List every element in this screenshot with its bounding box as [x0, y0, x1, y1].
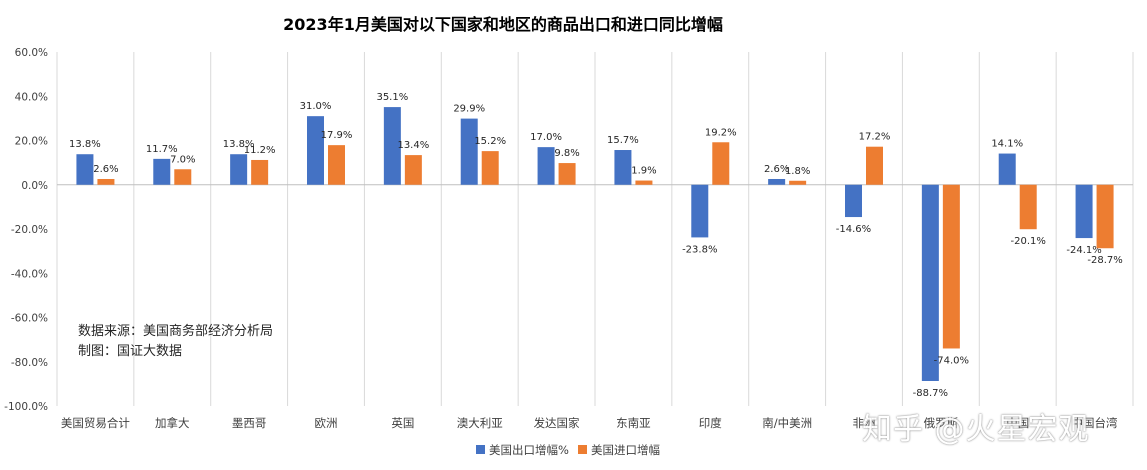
data-label: 13.8%	[69, 139, 101, 150]
import-bar	[942, 184, 960, 349]
x-category-label: 美国贸易合计	[61, 416, 130, 430]
export-bar	[153, 158, 171, 185]
legend-swatch	[476, 445, 485, 454]
export-bar	[230, 154, 248, 185]
y-tick-label: 60.0%	[15, 47, 48, 59]
y-tick-label: 40.0%	[15, 91, 48, 103]
export-bar	[537, 147, 555, 185]
data-label: 13.4%	[397, 140, 429, 151]
x-category-label: 欧洲	[315, 416, 338, 430]
data-label: -74.0%	[934, 355, 969, 366]
data-label: 35.1%	[376, 92, 408, 103]
y-tick-label: 0.0%	[21, 180, 48, 192]
data-label: 15.7%	[607, 135, 639, 146]
data-label: 1.8%	[785, 166, 810, 177]
import-bar	[97, 178, 115, 185]
import-bar	[328, 145, 345, 185]
data-label: -20.1%	[1011, 236, 1046, 247]
export-bar	[845, 184, 862, 218]
legend: 美国出口增幅% 美国进口增幅	[476, 443, 660, 457]
import-bar	[404, 155, 422, 185]
data-label: -23.8%	[682, 244, 717, 255]
data-label: -14.6%	[836, 224, 871, 235]
data-label: 2.6%	[93, 164, 118, 175]
export-bar	[307, 116, 324, 185]
import-bar	[481, 151, 499, 185]
legend-label: 美国出口增幅%	[489, 443, 569, 457]
x-category-label: 中国	[1006, 416, 1029, 430]
chart-title: 2023年1月美国对以下国家和地区的商品出口和进口同比增幅	[283, 15, 723, 34]
export-bar	[768, 178, 786, 185]
data-label: -88.7%	[913, 388, 948, 399]
export-bar	[691, 184, 709, 238]
export-bar	[76, 154, 94, 185]
x-category-label: 印度	[699, 416, 722, 430]
import-bar	[1019, 184, 1037, 230]
data-label: 17.9%	[321, 130, 353, 141]
data-label: 17.2%	[859, 132, 891, 143]
credit-note: 制图：国证大数据	[78, 344, 183, 359]
data-label: -24.1%	[1066, 245, 1101, 256]
x-category-label: 英国	[391, 416, 414, 430]
x-category-label: 澳大利亚	[457, 416, 503, 430]
x-category-label: 墨西哥	[232, 416, 267, 430]
y-tick-label: -80.0%	[11, 357, 48, 369]
watermark: 知乎 @火星宏观	[862, 412, 1090, 447]
data-label: 31.0%	[300, 101, 332, 112]
export-bar	[460, 118, 478, 185]
import-bar	[866, 146, 883, 185]
y-tick-label: -60.0%	[11, 313, 48, 325]
x-category-label: 中国台湾	[1072, 416, 1118, 430]
data-label: 7.0%	[170, 154, 195, 165]
import-bar	[635, 180, 653, 185]
import-bar	[712, 142, 730, 185]
x-category-label: 加拿大	[155, 416, 190, 430]
data-label: 1.9%	[631, 166, 656, 177]
y-tick-label: 20.0%	[15, 136, 48, 148]
data-label: -28.7%	[1087, 255, 1122, 266]
y-tick-label: -100.0%	[4, 401, 48, 413]
x-category-label: 东南亚	[616, 416, 651, 430]
export-bar	[383, 107, 401, 185]
x-category-label: 南/中美洲	[762, 416, 812, 430]
x-category-label: 俄罗斯	[924, 416, 959, 430]
data-label: 14.1%	[991, 139, 1023, 150]
x-category-label: 非洲	[853, 416, 876, 430]
data-label: 11.7%	[146, 144, 178, 155]
import-bar	[251, 159, 269, 185]
import-bar	[174, 169, 192, 185]
export-bar	[998, 153, 1016, 185]
data-label: 17.0%	[530, 132, 562, 143]
x-category-label: 发达国家	[534, 416, 580, 430]
export-bar	[614, 150, 632, 185]
source-note: 数据来源：美国商务部经济分析局	[78, 324, 274, 339]
y-tick-label: -20.0%	[11, 224, 48, 236]
plot-area: 60.0% 40.0% 20.0% 0.0% -20.0% -40.0% -60.0% -80…	[4, 47, 1134, 430]
data-label: 11.2%	[244, 145, 276, 156]
import-bar	[789, 180, 807, 185]
export-bar	[1075, 184, 1093, 239]
import-bar	[558, 163, 576, 185]
y-tick-label: -40.0%	[11, 268, 48, 280]
data-label: 9.8%	[554, 148, 579, 159]
data-label: 15.2%	[474, 136, 506, 147]
import-bar	[1096, 184, 1114, 249]
data-label: 19.2%	[705, 127, 737, 138]
data-label: 2.6%	[764, 164, 789, 175]
data-label: 13.8%	[223, 139, 255, 150]
data-label: 29.9%	[453, 104, 485, 115]
legend-swatch	[578, 445, 587, 454]
export-bar	[921, 184, 939, 381]
legend-label: 美国进口增幅	[591, 443, 660, 457]
